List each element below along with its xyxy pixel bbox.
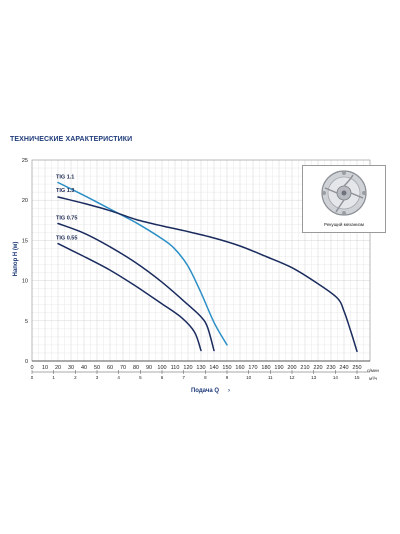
y-tick-label: 0 [25,359,28,365]
x2-tick-label: 2 [74,375,77,380]
x2-tick-label: 14 [333,375,339,380]
x-tick-label: 40 [81,365,87,371]
series-label: TIG 1.1 [56,175,74,181]
x-tick-label: 170 [248,365,257,371]
series-labels: TIG 1.1 TIG 1.3 TIG 0.75 TIG 0.55 [56,175,77,242]
x2-tick-label: 10 [246,375,252,380]
series-line-tig-1-3 [57,196,358,353]
x2-tick-label: 1 [52,375,55,380]
x-tick-label: 20 [55,365,61,371]
x2-tick-label: 4 [117,375,120,380]
x-tick-label: 200 [287,365,296,371]
impeller-inset: Рекущий механизм [302,165,386,233]
x-tick-label: 30 [68,365,74,371]
x2-tick-label: 5 [139,375,142,380]
x2-tick-label: 6 [161,375,164,380]
series-label: TIG 1.3 [56,188,74,194]
x-tick-label: 100 [157,365,166,371]
x2-tick-label: 11 [268,375,273,380]
x-unit-label: л/мин [367,368,379,373]
y-tick-label: 10 [22,279,28,285]
x-tick-label: 130 [196,365,205,371]
x-tick-label: 220 [313,365,322,371]
x2-tick-label: 8 [204,375,207,380]
x2-tick-label: 7 [182,375,185,380]
x2-unit-label: м³/ч [369,376,378,381]
x-tick-label: 250 [352,365,361,371]
x-tick-label: 10 [42,365,48,371]
x-tick-label: 120 [183,365,192,371]
x-tick-label: 190 [274,365,283,371]
x-tick-label: 70 [120,365,126,371]
x-tick-label: 240 [339,365,348,371]
x2-tick-label: 3 [96,375,99,380]
x-axis-arrow: › [228,388,230,394]
series-line-tig-0-55 [57,242,202,352]
x-tick-label: 140 [209,365,218,371]
x-tick-label: 160 [235,365,244,371]
x2-tick-label: 15 [354,375,360,380]
x-tick-label: 180 [261,365,270,371]
y-tick-label: 25 [22,158,28,164]
page-title: ТЕХНИЧЕСКИЕ ХАРАКТЕРИСТИКИ [10,136,133,143]
x2-tick-label: 13 [311,375,317,380]
x-tick-label: 60 [107,365,113,371]
x-tick-label: 230 [326,365,335,371]
x2-tick-label: 9 [226,375,229,380]
x2-tick-label: 0 [31,375,34,380]
y-tick-label: 5 [25,319,28,325]
y-axis-label: Напор H (м) [13,242,19,277]
series-line-tig-1-1 [57,181,228,346]
series-label: TIG 0.75 [56,216,77,222]
x-tick-label: 210 [300,365,309,371]
impeller-icon [321,170,367,216]
inset-caption: Рекущий механизм [324,222,364,227]
series [57,181,358,353]
x-tick-label: 50 [94,365,100,371]
x2-tick-label: 12 [289,375,295,380]
x-tick-label: 80 [133,365,139,371]
series-line-tig-0-75 [57,222,215,352]
x-tick-label: 0 [30,365,33,371]
y-tick-label: 15 [22,238,28,244]
y-tick-label: 20 [22,198,28,204]
x-tick-label: 90 [146,365,152,371]
grid [31,159,371,362]
x-tick-label: 110 [171,365,180,371]
series-label: TIG 0.55 [56,236,77,242]
x-axis-label: Подача Q [191,388,219,394]
x-tick-label: 150 [222,365,231,371]
